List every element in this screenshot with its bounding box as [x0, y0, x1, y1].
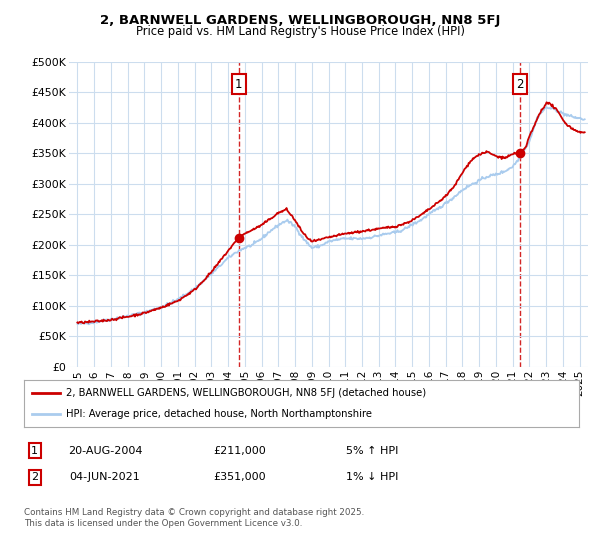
Text: 1% ↓ HPI: 1% ↓ HPI — [346, 472, 398, 482]
Text: Contains HM Land Registry data © Crown copyright and database right 2025.
This d: Contains HM Land Registry data © Crown c… — [24, 508, 364, 528]
Text: Price paid vs. HM Land Registry's House Price Index (HPI): Price paid vs. HM Land Registry's House … — [136, 25, 464, 38]
Text: 1: 1 — [235, 78, 242, 91]
Text: £211,000: £211,000 — [214, 446, 266, 456]
Text: 1: 1 — [31, 446, 38, 456]
Text: 2, BARNWELL GARDENS, WELLINGBOROUGH, NN8 5FJ (detached house): 2, BARNWELL GARDENS, WELLINGBOROUGH, NN8… — [65, 388, 426, 398]
Text: 2: 2 — [516, 78, 523, 91]
Text: 2, BARNWELL GARDENS, WELLINGBOROUGH, NN8 5FJ: 2, BARNWELL GARDENS, WELLINGBOROUGH, NN8… — [100, 14, 500, 27]
Text: HPI: Average price, detached house, North Northamptonshire: HPI: Average price, detached house, Nort… — [65, 409, 371, 419]
Text: 5% ↑ HPI: 5% ↑ HPI — [346, 446, 398, 456]
Text: 20-AUG-2004: 20-AUG-2004 — [68, 446, 142, 456]
Text: 2: 2 — [31, 472, 38, 482]
Text: £351,000: £351,000 — [214, 472, 266, 482]
Text: 04-JUN-2021: 04-JUN-2021 — [70, 472, 140, 482]
